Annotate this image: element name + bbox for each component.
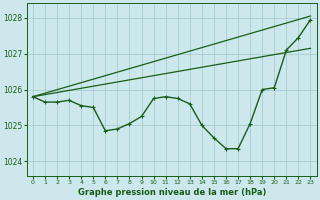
X-axis label: Graphe pression niveau de la mer (hPa): Graphe pression niveau de la mer (hPa) <box>77 188 266 197</box>
